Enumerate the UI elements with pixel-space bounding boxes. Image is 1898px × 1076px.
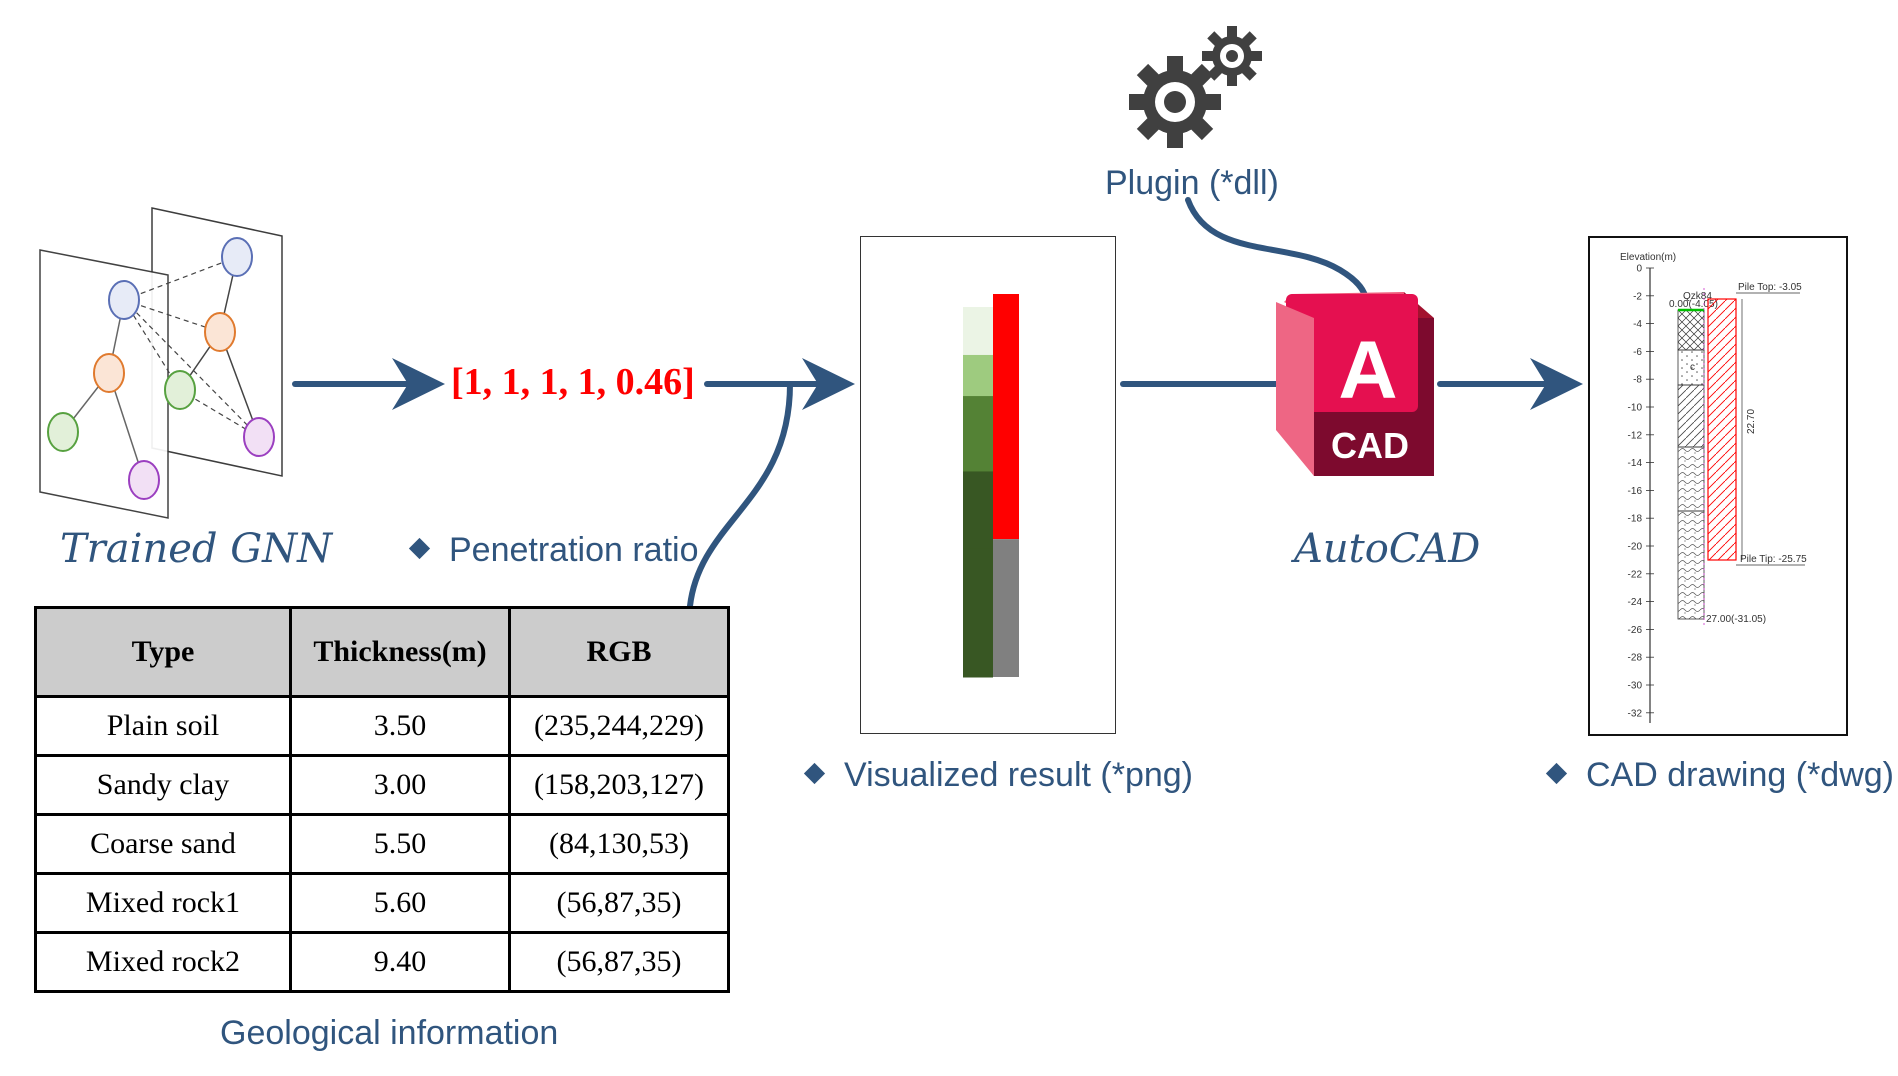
- strata-column: [963, 294, 1019, 678]
- visualized-caption: Visualized result (*png): [803, 756, 1193, 795]
- cell-rgb: (84,130,53): [508, 813, 730, 875]
- elevation-tick-label: 0: [1636, 264, 1642, 275]
- elevation-tick-label: -32: [1628, 708, 1643, 719]
- elevation-tick-label: -14: [1628, 458, 1643, 469]
- pile-length-label: 22.70: [1746, 409, 1757, 434]
- cell-thickness: 5.60: [289, 872, 511, 934]
- cell-type: Coarse sand: [34, 813, 292, 875]
- visualized-label: Visualized result (*png): [844, 756, 1193, 794]
- strata-layer: [963, 471, 993, 549]
- cad-drawing-caption: CAD drawing (*dwg): [1545, 756, 1894, 795]
- autocad-logo-icon: A CAD: [1276, 292, 1434, 476]
- pile-penetrated-segment: [993, 294, 1019, 540]
- cad-drawing-svg: Elevation(m) 0 -2 -4 -6 -8 -10 -12 -14 -16 -18 -20…: [1620, 252, 1807, 723]
- cell-rgb: (56,87,35): [508, 931, 730, 993]
- autocad-label: AutoCAD: [1294, 526, 1481, 572]
- stratum-coarse-sand: [1677, 384, 1705, 448]
- elevation-ticks: 0 -2 -4 -6 -8 -10 -12 -14 -16 -18 -20 -22 -24 -26 -28 -…: [1628, 264, 1654, 719]
- geology-table: Type Thickness(m) RGB Plain soil 3.50 (2…: [34, 606, 730, 993]
- table-row: Coarse sand 5.50 (84,130,53): [34, 813, 730, 875]
- penetration-label: Penetration ratio: [449, 531, 699, 569]
- header-rgb: RGB: [508, 606, 730, 698]
- pile-body: [1707, 298, 1737, 561]
- elevation-tick-label: -2: [1633, 291, 1642, 302]
- elevation-tick-label: -30: [1628, 681, 1643, 692]
- elevation-tick-label: -10: [1628, 403, 1643, 414]
- visualized-result-image: [860, 236, 1116, 734]
- stratum-mixed-rock1: [1677, 446, 1705, 512]
- cell-type: Plain soil: [34, 695, 292, 757]
- penetration-vector: [1, 1, 1, 1, 0.46]: [451, 361, 695, 403]
- cell-type: Mixed rock1: [34, 872, 292, 934]
- elevation-tick-label: -22: [1628, 569, 1643, 580]
- bullet-diamond-icon: [803, 762, 826, 784]
- strata-layer: [963, 548, 993, 678]
- layer-code: Qzk84: [1683, 291, 1712, 302]
- table-row: Plain soil 3.50 (235,244,229): [34, 695, 730, 757]
- stratum-mixed-rock2: [1677, 510, 1705, 620]
- stratum-sandy-clay: [1677, 349, 1705, 386]
- elevation-tick-label: -20: [1628, 542, 1643, 553]
- cell-type: Mixed rock2: [34, 931, 292, 993]
- cell-type: Sandy clay: [34, 754, 292, 816]
- bullet-diamond-icon: [408, 537, 431, 559]
- cell-thickness: 9.40: [289, 931, 511, 993]
- elevation-title: Elevation(m): [1620, 252, 1676, 263]
- elevation-tick-label: -6: [1633, 347, 1642, 358]
- penetration-caption: Penetration ratio: [408, 531, 699, 570]
- pile-tip-label: Pile Tip: -25.75: [1740, 554, 1807, 565]
- table-header-row: Type Thickness(m) RGB: [34, 606, 730, 698]
- elevation-tick-label: -28: [1628, 653, 1643, 664]
- cell-thickness: 5.50: [289, 813, 511, 875]
- stratum-mark: c: [1690, 362, 1695, 373]
- strata-layer: [963, 354, 993, 397]
- elevation-tick-label: -24: [1628, 597, 1643, 608]
- table-caption: Geological information: [220, 1014, 559, 1052]
- cell-thickness: 3.50: [289, 695, 511, 757]
- cad-drawing-preview: Elevation(m) 0 -2 -4 -6 -8 -10 -12 -14 -16 -18 -20…: [1588, 236, 1848, 736]
- elevation-tick-label: -8: [1633, 375, 1642, 386]
- plugin-label: Plugin (*dll): [1105, 164, 1279, 202]
- cad-drawing-label: CAD drawing (*dwg): [1586, 756, 1894, 794]
- stratum-plain-soil: [1677, 309, 1705, 351]
- cell-rgb: (56,87,35): [508, 872, 730, 934]
- cell-thickness: 3.00: [289, 754, 511, 816]
- elevation-tick-label: -18: [1628, 514, 1643, 525]
- gnn-graph-icon: [39, 207, 283, 519]
- elevation-tick-label: -26: [1628, 625, 1643, 636]
- autocad-logo-text: CAD: [1331, 425, 1409, 466]
- top-depth: 0.00(-4.05): [1669, 299, 1718, 310]
- header-thickness: Thickness(m): [289, 606, 511, 698]
- pile-remaining-segment: [993, 539, 1019, 677]
- elevation-tick-label: -16: [1628, 486, 1643, 497]
- strata-layer: [963, 396, 993, 472]
- bottom-depth: 27.00(-31.05): [1706, 614, 1766, 625]
- elevation-tick-label: -12: [1628, 430, 1643, 441]
- cell-rgb: (158,203,127): [508, 754, 730, 816]
- table-row: Sandy clay 3.00 (158,203,127): [34, 754, 730, 816]
- gears-icon: [1129, 26, 1262, 148]
- gnn-label: Trained GNN: [60, 526, 333, 572]
- pile-top-label: Pile Top: -3.05: [1738, 282, 1802, 293]
- strata-layer: [963, 307, 993, 356]
- table-row: Mixed rock2 9.40 (56,87,35): [34, 931, 730, 993]
- elevation-tick-label: -4: [1633, 319, 1642, 330]
- autocad-logo-letter: A: [1338, 325, 1397, 416]
- cell-rgb: (235,244,229): [508, 695, 730, 757]
- bullet-diamond-icon: [1545, 762, 1568, 784]
- header-type: Type: [34, 606, 292, 698]
- table-row: Mixed rock1 5.60 (56,87,35): [34, 872, 730, 934]
